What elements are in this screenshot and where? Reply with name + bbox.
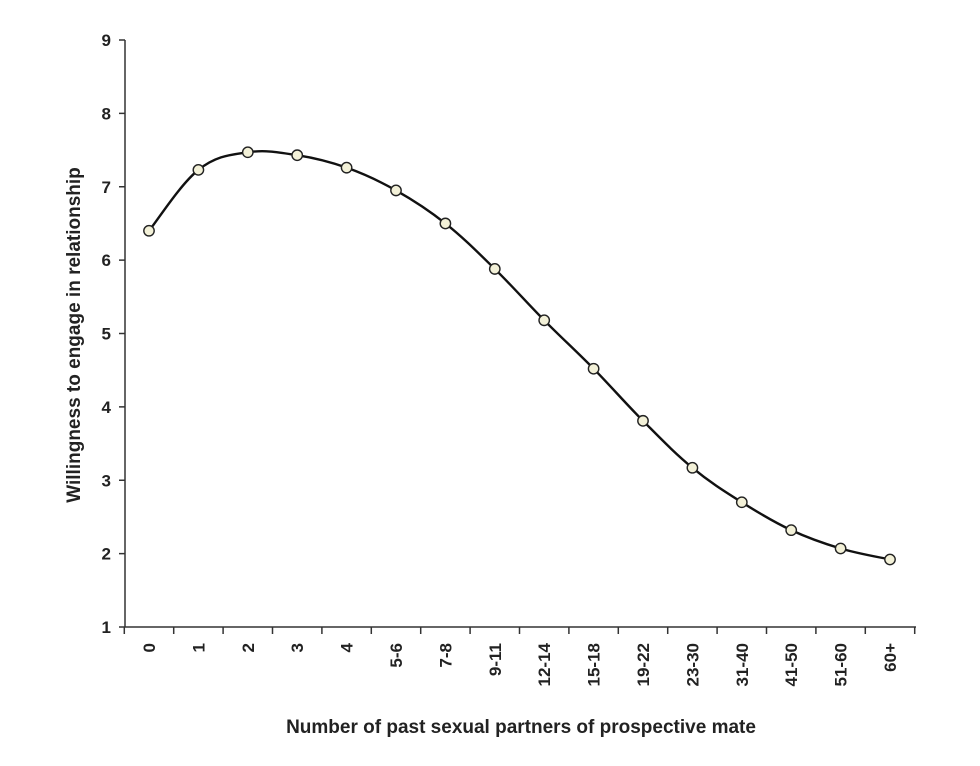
data-point-51-60: [834, 542, 847, 555]
data-point-7-8: [439, 217, 452, 230]
x-tick-label: 0: [140, 643, 159, 652]
y-tick-label: 2: [102, 545, 111, 564]
data-point-0: [143, 224, 155, 237]
data-point-15-18: [587, 362, 600, 375]
data-point-12-14: [538, 314, 551, 327]
x-tick-label: 9-11: [486, 643, 505, 676]
x-axis-title: Number of past sexual partners of prospe…: [286, 717, 756, 738]
x-tick-label: 3: [288, 643, 307, 652]
data-point-1: [192, 163, 205, 176]
x-tick-label: 41-50: [782, 643, 801, 686]
x-tick-label: 31-40: [733, 643, 752, 686]
series-line: [148, 150, 891, 561]
x-tick-label: 1: [189, 643, 208, 652]
x-tick-label: 60+: [881, 643, 900, 672]
data-point-31-40: [735, 496, 748, 509]
y-tick-label: 5: [102, 325, 111, 344]
y-tick-label: 9: [102, 31, 111, 50]
x-tick-label: 19-22: [634, 643, 653, 686]
data-point-4: [340, 161, 353, 174]
data-point-3: [291, 149, 304, 162]
y-tick-label: 8: [102, 104, 111, 123]
y-tick-label: 6: [102, 251, 111, 270]
data-point-2: [241, 146, 254, 159]
y-axis: 1 2 3 4 5 6 7 8 9: [102, 31, 126, 637]
x-tick-label: 23-30: [683, 643, 702, 686]
x-tick-label: 12-14: [535, 642, 554, 686]
data-point-41-50: [785, 524, 798, 537]
data-point-5-6: [390, 184, 402, 197]
x-tick-label: 51-60: [832, 643, 851, 686]
y-tick-label: 3: [102, 471, 111, 490]
y-axis-title: Willingness to engage in relationship: [64, 167, 85, 503]
x-axis: 0 1 2 3 4 5-6 7-8 9-11 12-14 15-18 19-22 23-30 31-40…: [123, 626, 916, 686]
x-tick-label: 7-8: [436, 643, 455, 668]
x-tick-label: 15-18: [585, 643, 604, 686]
data-point-23-30: [686, 461, 699, 474]
data-point-9-11: [488, 263, 501, 275]
y-tick-label: 1: [102, 618, 111, 637]
data-point-60+: [884, 553, 896, 566]
x-tick-label: 4: [338, 642, 357, 652]
y-tick-label: 7: [102, 178, 111, 197]
x-tick-label: 5-6: [387, 643, 406, 668]
data-point-19-22: [637, 414, 649, 427]
y-tick-label: 4: [102, 398, 112, 417]
x-tick-label: 2: [239, 643, 258, 652]
series: [143, 146, 896, 566]
